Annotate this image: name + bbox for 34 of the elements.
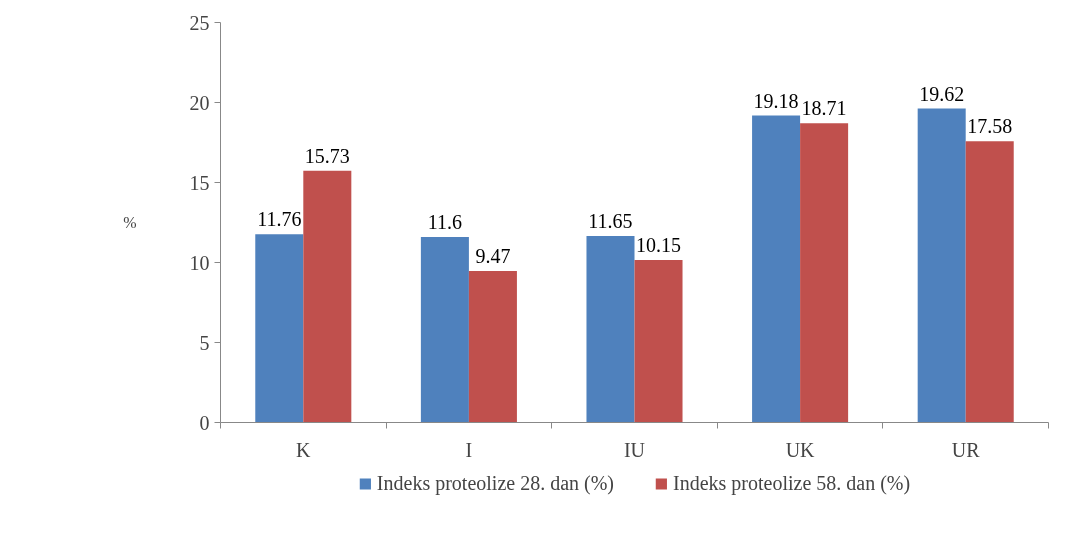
y-tick-label: 5: [199, 331, 210, 354]
bar: [586, 236, 635, 423]
data-label: 15.73: [304, 144, 350, 167]
bar: [965, 141, 1014, 423]
y-tick-label: 10: [189, 251, 210, 274]
data-label: 10.15: [636, 234, 682, 257]
x-tick-label: IU: [623, 438, 646, 461]
data-label: 11.76: [257, 208, 302, 231]
bar: [800, 123, 849, 423]
x-tick-label: UK: [785, 438, 816, 461]
data-label: 9.47: [475, 244, 511, 267]
y-tick-label: 25: [189, 11, 210, 34]
data-label: 11.65: [588, 210, 633, 233]
legend-label: Indeks proteolize 58. dan (%): [673, 471, 911, 495]
x-tick-label: UR: [951, 438, 981, 461]
legend-label: Indeks proteolize 28. dan (%): [376, 471, 614, 495]
bar: [917, 108, 966, 423]
bar: [752, 115, 801, 423]
data-label: 18.71: [801, 97, 847, 120]
data-label: 19.18: [753, 89, 799, 112]
x-tick-label: K: [296, 438, 312, 461]
data-label: 11.6: [427, 210, 463, 233]
bar: [420, 236, 469, 423]
bar: [255, 234, 304, 423]
data-label: 19.62: [919, 82, 965, 105]
y-tick-label: 20: [189, 91, 210, 114]
bar: [634, 260, 683, 423]
bar: [468, 270, 517, 423]
y-tick-label: 0: [199, 411, 210, 434]
y-tick-label: 15: [189, 171, 210, 194]
data-label: 17.58: [967, 115, 1013, 138]
x-tick-label: I: [465, 438, 473, 461]
y-axis-title: %: [123, 214, 137, 231]
bar: [303, 170, 352, 423]
